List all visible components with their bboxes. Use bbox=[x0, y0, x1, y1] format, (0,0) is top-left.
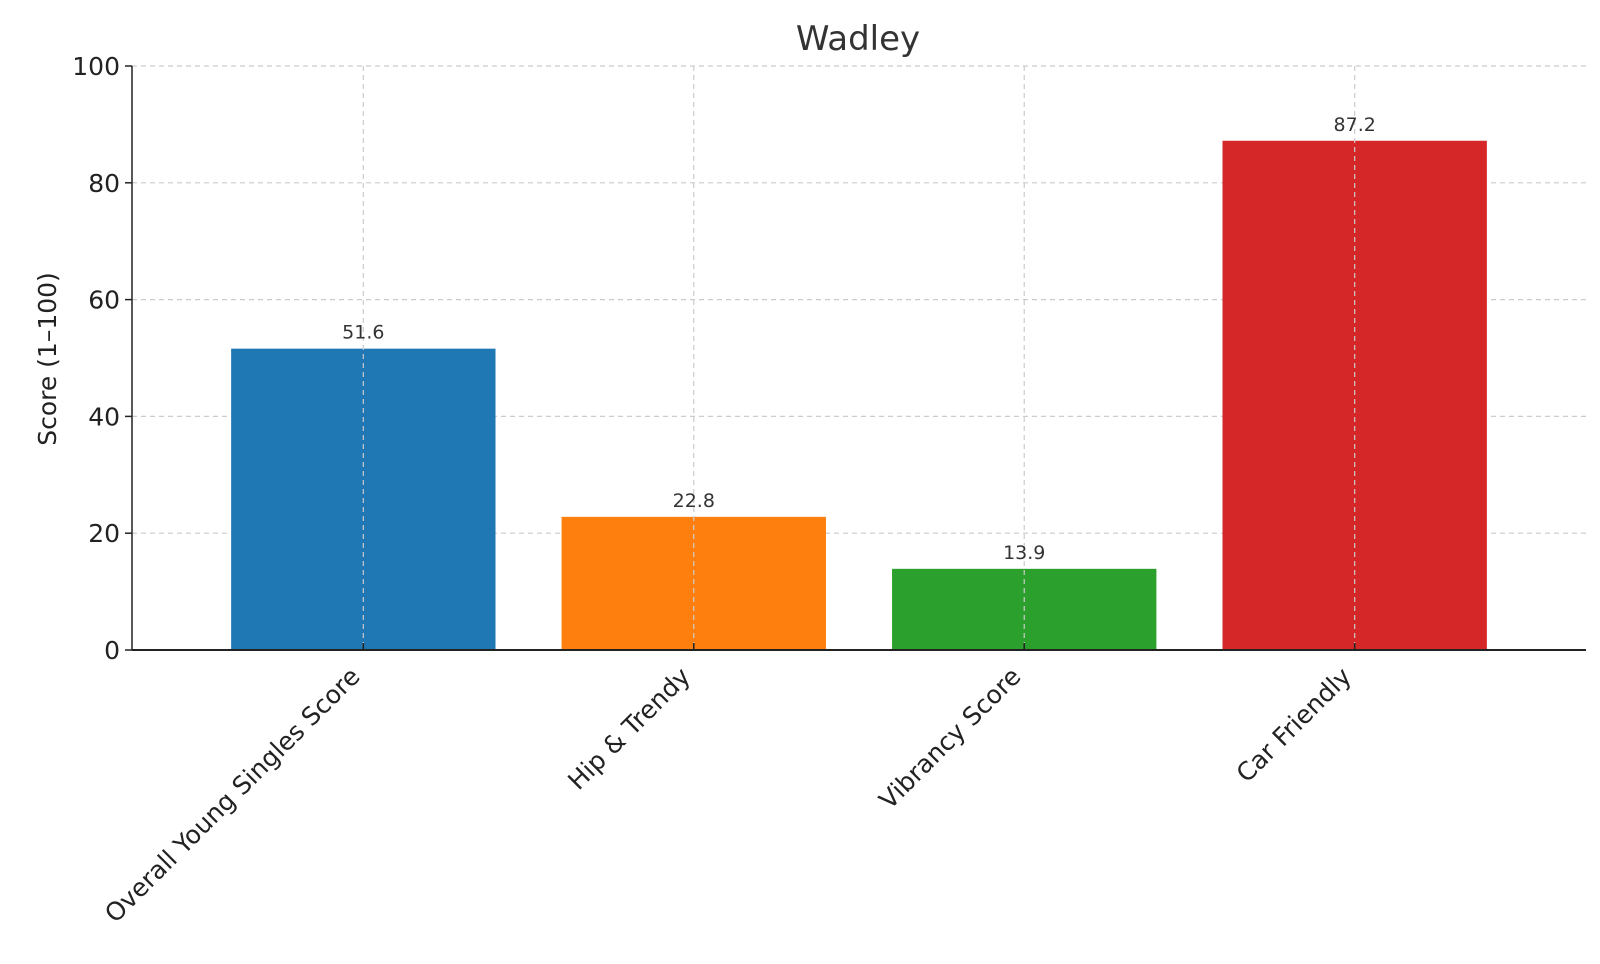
y-tick-label: 100 bbox=[72, 52, 120, 81]
y-tick-label: 20 bbox=[88, 519, 120, 548]
y-tick-label: 40 bbox=[88, 402, 120, 431]
y-tick-label: 60 bbox=[88, 286, 120, 315]
y-tick-label: 80 bbox=[88, 169, 120, 198]
vertical-grid-lines bbox=[362, 66, 1356, 650]
x-tick-label: Vibrancy Score bbox=[874, 662, 1027, 815]
axes bbox=[125, 65, 1586, 651]
data-label: 87.2 bbox=[1334, 114, 1376, 136]
chart-title: Wadley bbox=[796, 19, 920, 59]
data-label: 13.9 bbox=[1003, 542, 1045, 564]
y-axis-label: Score (1–100) bbox=[33, 272, 62, 446]
x-tick-label: Overall Young Singles Score bbox=[99, 662, 366, 929]
x-tick-label: Car Friendly bbox=[1231, 662, 1357, 788]
bars bbox=[231, 140, 1487, 650]
x-tick-label: Hip & Trendy bbox=[562, 662, 696, 796]
y-tick-label: 0 bbox=[104, 636, 120, 665]
data-label: 22.8 bbox=[673, 490, 715, 512]
data-label: 51.6 bbox=[342, 322, 384, 344]
